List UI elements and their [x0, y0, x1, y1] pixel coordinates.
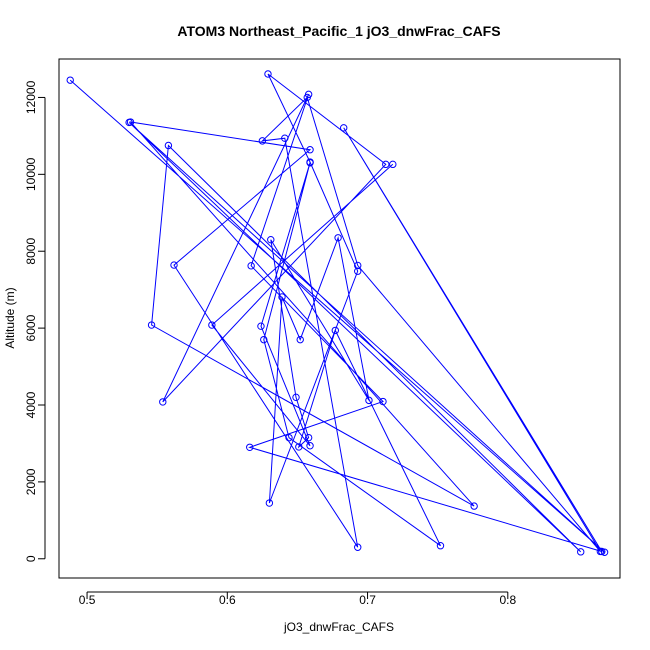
y-tick-label: 4000 — [24, 391, 38, 418]
y-tick-label: 10000 — [24, 157, 38, 191]
data-point — [257, 322, 265, 330]
y-axis: 0 2000 4000 6000 8000 10000 12000 — [24, 80, 46, 562]
data-point — [379, 397, 387, 406]
data-point — [306, 442, 314, 450]
data-point — [600, 548, 609, 556]
data-point — [304, 433, 313, 442]
data-point — [281, 134, 289, 142]
data-point — [159, 398, 167, 406]
data-point — [436, 542, 445, 550]
data-point — [292, 393, 300, 402]
data-point — [295, 443, 303, 451]
data-point — [264, 70, 272, 78]
data-point — [258, 137, 267, 145]
y-tick-label: 6000 — [24, 314, 38, 341]
x-tick-label: 0.6 — [219, 593, 236, 607]
series-points — [66, 70, 609, 556]
y-tick-label: 0 — [24, 555, 38, 562]
y-tick-label: 12000 — [24, 80, 38, 114]
data-point — [340, 124, 348, 132]
x-tick-label: 0.8 — [499, 593, 516, 607]
data-point — [267, 235, 275, 244]
series-lines — [69, 73, 605, 553]
data-point — [334, 234, 342, 242]
x-tick-label: 0.5 — [79, 593, 96, 607]
data-point — [170, 261, 178, 269]
data-point — [389, 160, 397, 169]
data-point — [304, 90, 313, 99]
y-axis-label: Altitude (m) — [3, 287, 17, 348]
data-point — [365, 396, 373, 405]
series-line — [69, 73, 605, 553]
data-point — [164, 141, 173, 150]
data-point — [265, 499, 274, 507]
data-point — [382, 160, 390, 169]
y-tick-label: 8000 — [24, 238, 38, 265]
data-point — [354, 267, 362, 275]
plot-frame — [58, 58, 621, 579]
data-point — [285, 433, 293, 442]
y-tick-label: 2000 — [24, 468, 38, 495]
data-point — [260, 335, 268, 344]
chart-title: ATOM3 Northeast_Pacific_1 jO3_dnwFrac_CA… — [177, 23, 500, 39]
data-point — [247, 262, 255, 270]
x-axis-label: jO3_dnwFrac_CAFS — [283, 620, 394, 634]
data-point — [278, 293, 286, 301]
data-point — [66, 76, 74, 84]
data-point — [147, 321, 156, 329]
x-tick-label: 0.7 — [359, 593, 376, 607]
x-axis: 0.5 0.6 0.7 0.8 — [79, 591, 516, 607]
data-point — [354, 261, 362, 270]
data-point — [306, 159, 314, 167]
data-point — [470, 502, 478, 510]
data-point — [306, 146, 314, 154]
data-point — [331, 326, 339, 335]
data-point — [577, 548, 585, 556]
data-point — [296, 335, 304, 344]
data-point — [246, 443, 254, 451]
data-point — [126, 118, 135, 126]
data-point — [208, 321, 216, 329]
data-point — [598, 547, 606, 556]
data-point — [354, 543, 362, 551]
